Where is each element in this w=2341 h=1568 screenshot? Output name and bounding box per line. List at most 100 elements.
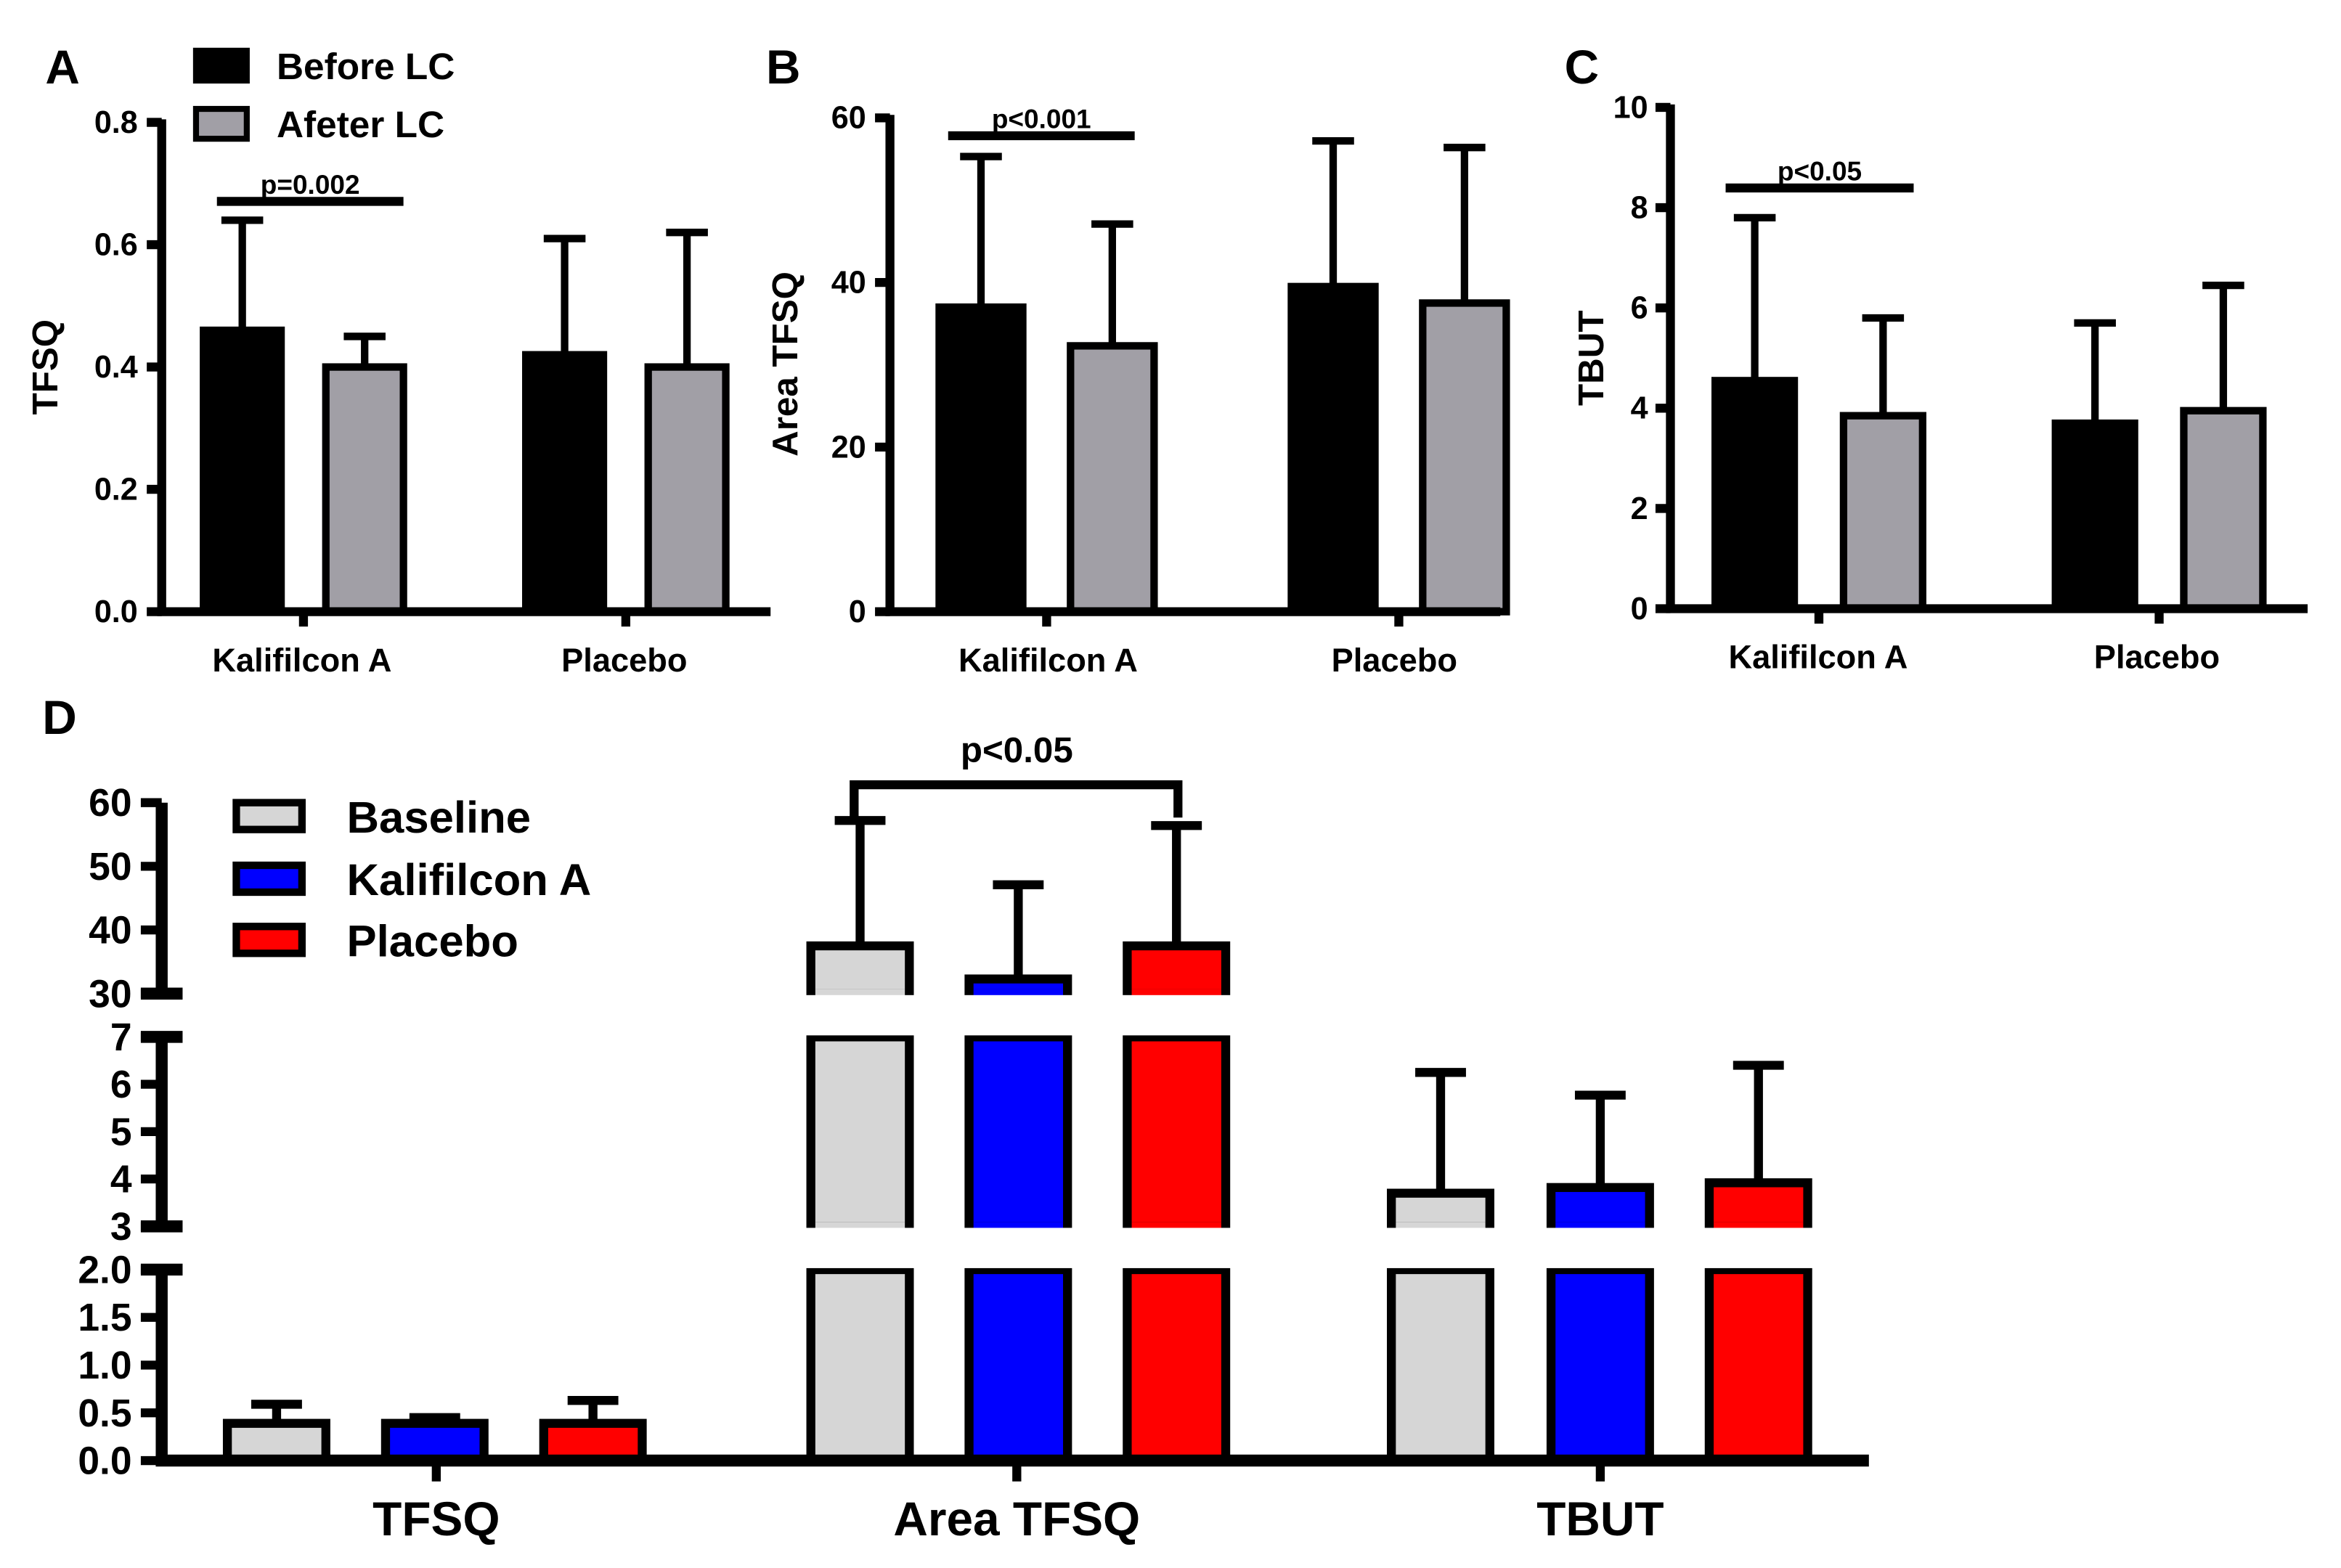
legend-d-label-0: Baseline — [347, 793, 532, 843]
significance-label-d: p<0.05 — [961, 730, 1073, 770]
error-bar-c-s0-c0 — [1733, 213, 1776, 381]
panel-letter-a: A — [45, 40, 79, 94]
panel-letter-b: B — [766, 40, 800, 94]
y-tick-label-c-4: 8 — [1631, 190, 1648, 225]
y-tick-label-c-5: 10 — [1613, 90, 1648, 125]
bar-b-s1-c0 — [1067, 342, 1158, 616]
y-tick-label-c-3: 6 — [1631, 291, 1648, 326]
y-axis-label-a: TFSQ — [25, 319, 65, 415]
y-tick-label-d-1-4: 7 — [110, 1016, 132, 1059]
bar-d-s1-c1-part1 — [964, 1032, 1072, 1231]
y-tick-label-d-2-3: 60 — [89, 782, 131, 825]
bar-d-s2-c2-part1 — [1704, 1178, 1812, 1231]
y-tick-label-c-1: 2 — [1631, 491, 1648, 526]
bar-a-s1-c1 — [644, 363, 730, 616]
x-tick-label-a-1: Placebo — [561, 642, 687, 679]
bar-c-s0-c0 — [1711, 377, 1799, 613]
error-bar-a-s0-c1 — [543, 234, 586, 355]
y-tick-label-a-2: 0.4 — [94, 350, 138, 385]
legend-d-swatch-1 — [232, 861, 306, 897]
bar-d-s2-c1-part1 — [1123, 1032, 1231, 1231]
error-bar-d-s0-c2 — [1415, 1068, 1466, 1193]
legend-swatch-1 — [192, 105, 250, 142]
bar-b-s0-c1 — [1287, 282, 1379, 616]
panel-letter-d: D — [42, 690, 76, 744]
y-tick-label-a-4: 0.8 — [94, 105, 138, 140]
error-bar-d-s2-c1 — [1151, 821, 1202, 946]
bar-d-s1-c2-part1 — [1546, 1183, 1654, 1231]
bar-d-s0-c2 — [1387, 1265, 1494, 1466]
y-tick-label-d-1-3: 6 — [110, 1063, 132, 1106]
legend-d-label-1: Kalifilcon A — [347, 855, 592, 905]
axis-break-gap-upper — [179, 995, 1881, 1036]
x-tick-label-d-2: TBUT — [1536, 1492, 1664, 1545]
error-bar-a-s0-c0 — [221, 216, 264, 331]
legend-d-label-2: Placebo — [347, 916, 518, 966]
bar-a-s0-c1 — [522, 351, 608, 616]
x-tick-label-a-0: Kalifilcon A — [212, 642, 391, 679]
bar-d-s0-c2-part1 — [1387, 1188, 1494, 1231]
y-tick-label-b-2: 40 — [831, 266, 866, 301]
panel-c-chart: 0 2 4 6 8 10 Kalifilcon A Placebo TBUT p<0.05 — [1571, 90, 2308, 676]
significance-label-b: p<0.001 — [992, 105, 1091, 134]
axis-break-gap-lower — [179, 1228, 1881, 1268]
error-bar-d-s2-c2 — [1733, 1061, 1784, 1183]
legend-d-swatch-0 — [232, 799, 306, 833]
error-bar-d-s0-c1 — [834, 816, 886, 946]
y-tick-label-d-2-2: 50 — [89, 846, 131, 889]
bar-d-s1-c2 — [1546, 1265, 1654, 1466]
panel-letter-c: C — [1565, 40, 1599, 94]
panel-b-chart: 0 20 40 60 Kalifilcon A Placebo Area TFSQ p<0.0… — [765, 101, 1510, 679]
y-tick-label-c-2: 4 — [1631, 391, 1648, 426]
legend-label-1: Afeter LC — [277, 103, 444, 145]
y-tick-label-a-1: 0.2 — [94, 472, 138, 507]
y-tick-label-d-0-2: 1.0 — [78, 1344, 131, 1387]
x-tick-label-b-1: Placebo — [1332, 642, 1457, 679]
error-bar-a-s1-c0 — [343, 332, 386, 367]
x-tick-label-d-0: TFSQ — [372, 1492, 500, 1545]
error-bar-c-s0-c1 — [2074, 319, 2116, 424]
y-tick-label-d-0-3: 1.5 — [78, 1297, 131, 1339]
x-tick-label-d-1: Area TFSQ — [893, 1492, 1140, 1545]
bar-d-s0-c1-part1 — [806, 1032, 914, 1231]
bar-c-s0-c1 — [2051, 419, 2138, 613]
y-tick-label-a-0: 0.0 — [94, 595, 138, 629]
legend-label-0: Before LC — [277, 45, 455, 87]
error-bar-c-s1-c1 — [2202, 281, 2244, 411]
legend-swatch-0 — [192, 47, 250, 84]
y-tick-label-d-2-0: 30 — [89, 973, 131, 1016]
bar-b-s1-c1 — [1419, 299, 1510, 616]
panel-a-chart: 0.0 0.2 0.4 0.6 0.8 Kalifilcon A Placebo TFSQ p=… — [25, 45, 771, 679]
y-tick-label-b-0: 0 — [849, 595, 866, 629]
error-bar-d-s1-c1 — [993, 880, 1044, 979]
x-tick-label-c-1: Placebo — [2094, 639, 2220, 676]
y-tick-label-d-1-1: 4 — [110, 1159, 132, 1201]
y-tick-label-d-2-1: 40 — [89, 910, 131, 952]
bar-c-s1-c1 — [2180, 407, 2267, 613]
bar-d-s0-c1-part2 — [806, 941, 914, 998]
bar-d-s2-c1 — [1123, 1265, 1231, 1466]
y-axis-label-b: Area TFSQ — [765, 271, 805, 457]
y-tick-label-b-3: 60 — [831, 101, 866, 136]
y-tick-label-d-0-4: 2.0 — [78, 1249, 131, 1291]
significance-bracket-d — [850, 780, 1183, 818]
error-bar-b-s1-c1 — [1444, 144, 1486, 303]
error-bar-d-s1-c2 — [1574, 1090, 1626, 1188]
significance-label-a: p=0.002 — [261, 170, 360, 200]
bar-a-s0-c0 — [200, 326, 285, 616]
bar-c-s1-c0 — [1839, 412, 1926, 613]
error-bar-d-s2-c0 — [567, 1395, 619, 1424]
error-bar-b-s0-c0 — [960, 152, 1002, 308]
bar-d-s0-c0 — [222, 1418, 330, 1466]
y-tick-label-b-1: 20 — [831, 430, 866, 465]
y-tick-label-d-1-0: 3 — [110, 1206, 132, 1249]
error-bar-b-s1-c0 — [1091, 220, 1133, 346]
bar-d-s1-c1 — [964, 1265, 1072, 1466]
bar-d-s2-c1-part2 — [1123, 941, 1231, 998]
bar-d-s2-c2 — [1704, 1265, 1812, 1466]
error-bar-a-s1-c1 — [666, 229, 708, 367]
bar-d-s0-c1 — [806, 1265, 914, 1466]
error-bar-d-s1-c0 — [409, 1413, 460, 1424]
